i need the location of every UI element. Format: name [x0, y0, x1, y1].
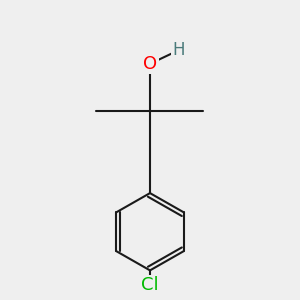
- Text: O: O: [143, 55, 157, 73]
- Text: H: H: [172, 41, 184, 59]
- Text: Cl: Cl: [141, 276, 159, 294]
